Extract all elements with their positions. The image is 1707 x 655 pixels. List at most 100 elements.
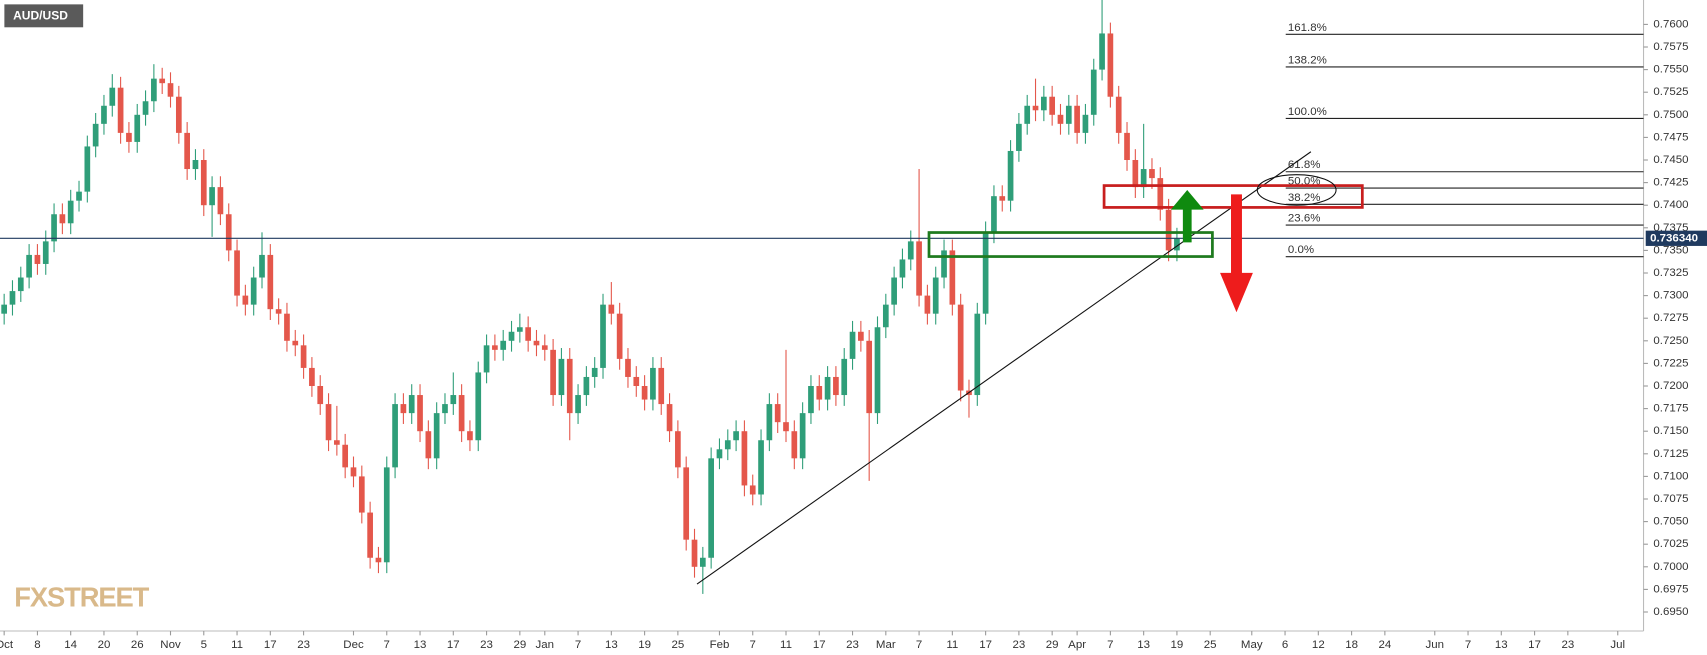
current-price-box (1645, 230, 1707, 246)
x-tick-label: Apr (1068, 639, 1086, 651)
candle-body (433, 413, 440, 459)
candle-body (200, 160, 207, 206)
candle-body (882, 304, 889, 328)
candle-body (550, 349, 556, 396)
x-tick-label: 13 (1137, 639, 1150, 651)
x-tick-label: 7 (750, 639, 756, 651)
candle-body (217, 187, 224, 215)
candle-body (1016, 123, 1022, 151)
fib-label: 50.0% (1288, 176, 1321, 188)
candle-body (816, 386, 823, 400)
candle-body (209, 187, 215, 206)
candle-body (874, 327, 881, 414)
candle-body (9, 291, 16, 305)
candle-body (716, 449, 723, 459)
candle-body (1124, 132, 1130, 161)
candle-body (907, 241, 914, 260)
candle-body (658, 367, 665, 405)
fib-label: 61.8% (1288, 159, 1321, 171)
x-tick-label: 26 (131, 639, 144, 651)
candle-body (358, 476, 365, 513)
candle-body (891, 277, 897, 305)
x-tick-label: 7 (1465, 639, 1471, 651)
candle-body (974, 313, 981, 396)
x-tick-label: 8 (34, 639, 40, 651)
candle-body (1107, 33, 1114, 97)
candle-body (583, 376, 590, 396)
candle-body (1040, 96, 1047, 111)
candle-body (275, 309, 282, 314)
up-arrow (1170, 189, 1204, 243)
x-tick-label: 7 (916, 639, 922, 651)
x-tick-label: 11 (231, 639, 243, 651)
candle-body (1099, 33, 1105, 70)
candle-body (625, 358, 631, 377)
candle-body (1065, 105, 1072, 124)
candle-body (799, 413, 806, 459)
watermark: FXSTREET (14, 582, 149, 613)
y-tick-label: 0.7525 (1653, 86, 1688, 98)
y-tick-label: 0.6975 (1653, 583, 1688, 595)
fib-label: 138.2% (1288, 54, 1327, 66)
candle-body (167, 83, 174, 97)
candle-body (59, 214, 66, 224)
candle-body (633, 376, 640, 387)
y-tick-label: 0.7000 (1653, 561, 1688, 573)
y-tick-label: 0.7375 (1653, 222, 1688, 234)
candle-body (733, 431, 739, 441)
candle-body (1090, 69, 1097, 115)
candle-body (375, 557, 382, 563)
x-tick-label: Jul (1610, 639, 1625, 651)
y-tick-label: 0.7200 (1653, 380, 1688, 392)
candle-body (508, 331, 515, 341)
candle-body (699, 557, 706, 567)
candle-body (367, 512, 373, 558)
candle-body (184, 132, 190, 170)
trend-line (696, 151, 1312, 585)
x-tick-label: 17 (264, 639, 277, 651)
y-tick-label: 0.7550 (1653, 64, 1688, 76)
candle-body (708, 458, 714, 558)
x-tick-label: 13 (414, 639, 427, 651)
x-tick-label: 14 (64, 639, 77, 651)
candle-body (84, 146, 91, 192)
candle-body (1074, 105, 1080, 133)
y-tick-label: 0.7250 (1653, 335, 1688, 347)
x-tick-label: 11 (946, 639, 958, 651)
x-tick-label: May (1241, 639, 1263, 651)
y-tick-label: 0.7300 (1653, 290, 1688, 302)
highlight-ellipse (1256, 174, 1337, 206)
candle-body (541, 345, 548, 350)
candle-body (325, 404, 332, 441)
candle-body (957, 304, 964, 391)
x-tick-label: 17 (979, 639, 992, 651)
candle-body (300, 345, 307, 368)
x-tick-label: 23 (297, 639, 310, 651)
x-tick-label: 29 (513, 639, 526, 651)
candle-body (1049, 96, 1056, 115)
candle-body (442, 404, 448, 414)
candle-body (234, 250, 240, 296)
y-tick-label: 0.7075 (1653, 493, 1688, 505)
candle-body (42, 241, 49, 264)
candle-body (492, 345, 498, 350)
candle-body (858, 331, 864, 341)
candle-body (467, 431, 473, 441)
candle-body (475, 372, 482, 441)
candle-body (109, 87, 116, 106)
x-tick-label: 25 (671, 639, 684, 651)
candle-body (899, 259, 906, 278)
y-tick-label: 0.7125 (1653, 448, 1688, 460)
x-tick-label: 7 (1107, 639, 1113, 651)
candle-body (1174, 238, 1180, 251)
candle-body (724, 440, 731, 450)
candle-body (284, 313, 290, 341)
candle-body (408, 395, 415, 414)
candle-body (516, 327, 523, 332)
y-tick-label: 0.7600 (1653, 18, 1688, 30)
candle-body (949, 250, 956, 305)
x-tick-label: 19 (638, 639, 651, 651)
candle-body (916, 241, 922, 296)
